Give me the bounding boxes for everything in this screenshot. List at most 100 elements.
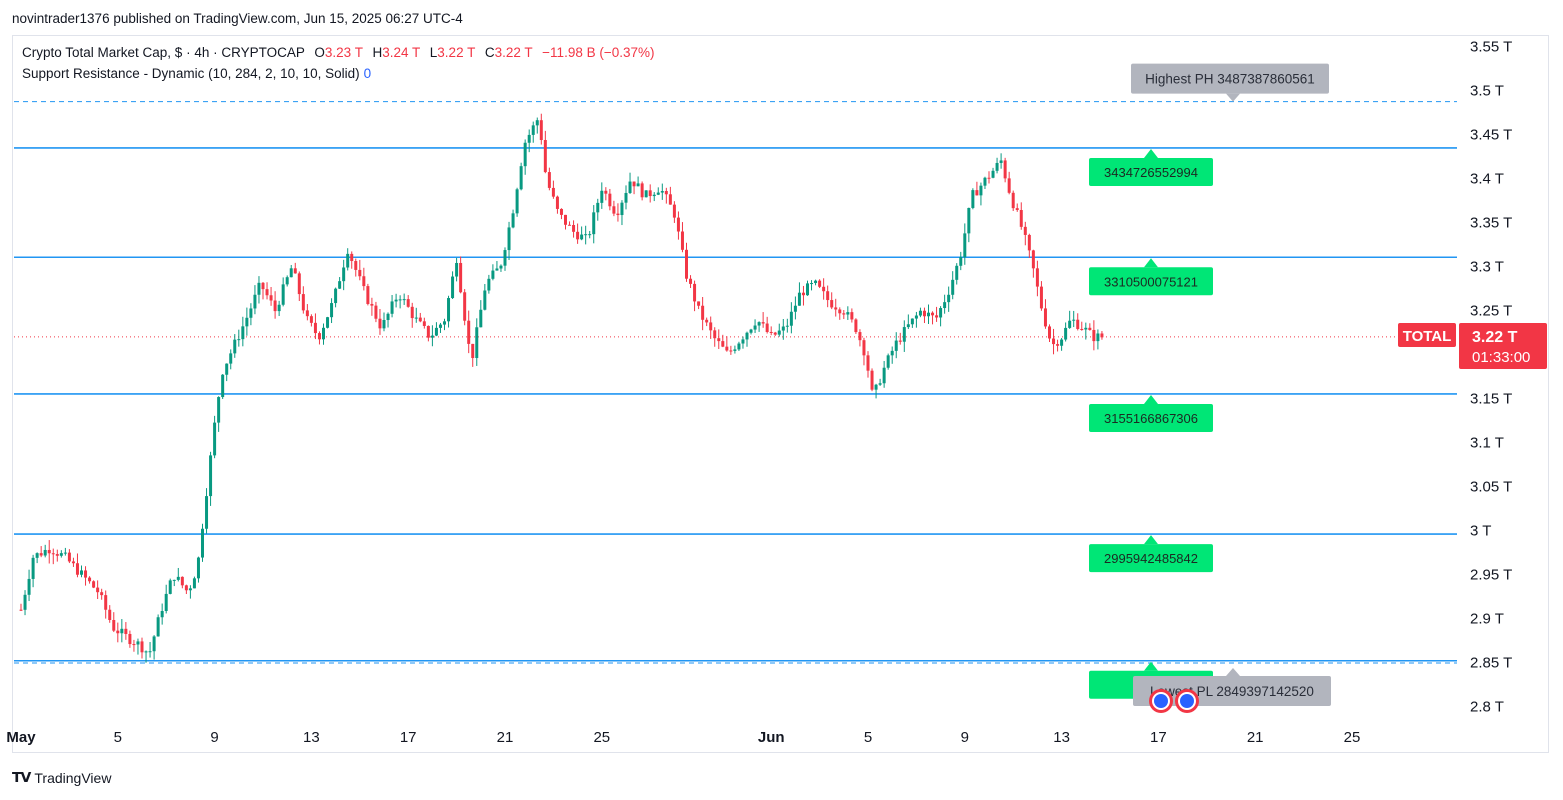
candle-body bbox=[1003, 160, 1007, 179]
level-label-pointer bbox=[1144, 535, 1158, 545]
candle-body bbox=[931, 312, 935, 316]
candle-body bbox=[874, 384, 878, 390]
candle-body bbox=[51, 553, 55, 555]
candle-body bbox=[959, 257, 963, 266]
candle-body bbox=[463, 292, 467, 321]
tradingview-logo[interactable]: 𝗧𝗩 TradingView bbox=[12, 769, 111, 786]
candle-body bbox=[878, 383, 882, 385]
candle-body bbox=[192, 578, 196, 589]
candle-body bbox=[217, 397, 221, 423]
candle-body bbox=[309, 316, 313, 323]
candle-body bbox=[705, 319, 709, 323]
candle-body bbox=[422, 321, 426, 326]
candle-body bbox=[418, 317, 422, 322]
candle-body bbox=[725, 346, 729, 351]
x-axis[interactable]: May 5 9 13 17 21 25 Jun 5 9 13 17 21 25 bbox=[6, 729, 1360, 746]
x-tick-label: May bbox=[6, 729, 36, 746]
chart-frame bbox=[12, 35, 1549, 753]
level-label-pointer bbox=[1144, 258, 1158, 268]
candle-body bbox=[531, 125, 535, 135]
candle-body bbox=[386, 313, 390, 321]
candle-body bbox=[717, 338, 721, 342]
extreme-label-pointer bbox=[1226, 668, 1240, 677]
candle-body bbox=[818, 280, 822, 287]
candle-body bbox=[112, 619, 116, 631]
candle-body bbox=[830, 300, 834, 308]
candle-body bbox=[55, 554, 59, 556]
level-label bbox=[1089, 267, 1213, 296]
candle-body bbox=[672, 204, 676, 218]
candle-body bbox=[854, 319, 858, 333]
candle-body bbox=[580, 234, 584, 240]
symbol-title[interactable]: Crypto Total Market Cap, $ · 4h · CRYPTO… bbox=[22, 45, 305, 60]
event-flags[interactable] bbox=[1149, 689, 1199, 713]
candle-body bbox=[1080, 328, 1084, 330]
candle-body bbox=[822, 286, 826, 292]
level-label bbox=[1089, 157, 1213, 186]
y-tick-label: 3.4 T bbox=[1470, 171, 1504, 188]
y-tick-label: 3.35 T bbox=[1470, 215, 1512, 232]
candle-body bbox=[334, 288, 338, 304]
current-price-tag: TOTAL 3.22 T 01:33:00 bbox=[1398, 323, 1547, 369]
candle-body bbox=[233, 339, 237, 354]
candle-body bbox=[572, 225, 576, 232]
candle-body bbox=[1092, 329, 1096, 342]
candle-body bbox=[152, 636, 156, 652]
candle-body bbox=[644, 190, 648, 198]
candle-body bbox=[1035, 268, 1039, 287]
candle-body bbox=[354, 261, 358, 270]
level-label-pointer bbox=[1144, 148, 1158, 158]
candle-body bbox=[741, 339, 745, 344]
x-tick-label: 5 bbox=[864, 729, 872, 746]
x-tick-label: 21 bbox=[1247, 729, 1264, 746]
candle-body bbox=[737, 343, 741, 350]
low-value: 3.22 T bbox=[437, 45, 476, 60]
candle-body bbox=[430, 335, 434, 338]
candle-body bbox=[685, 249, 688, 279]
candle-body bbox=[382, 320, 386, 329]
candle-body bbox=[882, 367, 886, 384]
candle-body bbox=[608, 193, 612, 207]
candle-body bbox=[967, 207, 971, 234]
candle-body bbox=[701, 305, 705, 320]
candle-body bbox=[624, 192, 628, 203]
candle-body bbox=[927, 312, 930, 317]
candle-body bbox=[358, 269, 362, 277]
candle-body bbox=[136, 641, 140, 645]
candle-body bbox=[491, 270, 495, 279]
close-value: 3.22 T bbox=[494, 45, 533, 60]
candle-body bbox=[326, 317, 330, 328]
candle-body bbox=[612, 206, 616, 214]
y-axis[interactable]: 3.55 T 3.5 T 3.45 T 3.4 T 3.35 T 3.3 T 3.25 T 3… bbox=[1470, 39, 1512, 716]
candle-body bbox=[765, 323, 769, 332]
candle-body bbox=[35, 553, 39, 558]
candle-body bbox=[693, 283, 697, 302]
candle-body bbox=[313, 322, 317, 334]
candle-body bbox=[100, 592, 104, 596]
change-value: −11.98 B (−0.37%) bbox=[542, 45, 655, 60]
candle-body bbox=[910, 318, 914, 325]
candle-body bbox=[729, 350, 733, 352]
candle-body bbox=[156, 617, 160, 637]
y-tick-label: 3.45 T bbox=[1470, 127, 1512, 144]
candle-body bbox=[680, 231, 684, 250]
tradingview-logo-icon: 𝗧𝗩 bbox=[12, 769, 31, 785]
y-tick-label: 2.9 T bbox=[1470, 611, 1504, 628]
candle-body bbox=[991, 170, 995, 178]
extreme-label-text: Lowest PL 2849397142520 bbox=[1150, 684, 1314, 699]
candle-body bbox=[898, 340, 902, 342]
candle-body bbox=[289, 268, 293, 278]
candle-body bbox=[108, 609, 112, 620]
candle-body bbox=[305, 310, 309, 317]
candle-body bbox=[1060, 339, 1064, 346]
indicator-title[interactable]: Support Resistance - Dynamic (10, 284, 2… bbox=[22, 66, 360, 81]
y-tick-label: 3.55 T bbox=[1470, 39, 1512, 56]
candle-body bbox=[67, 552, 71, 562]
candle-body bbox=[104, 595, 108, 610]
candle-body bbox=[652, 194, 656, 197]
candle-body bbox=[188, 588, 192, 591]
candle-body bbox=[668, 194, 672, 205]
candle-body bbox=[322, 327, 325, 340]
candle-body bbox=[503, 250, 507, 266]
